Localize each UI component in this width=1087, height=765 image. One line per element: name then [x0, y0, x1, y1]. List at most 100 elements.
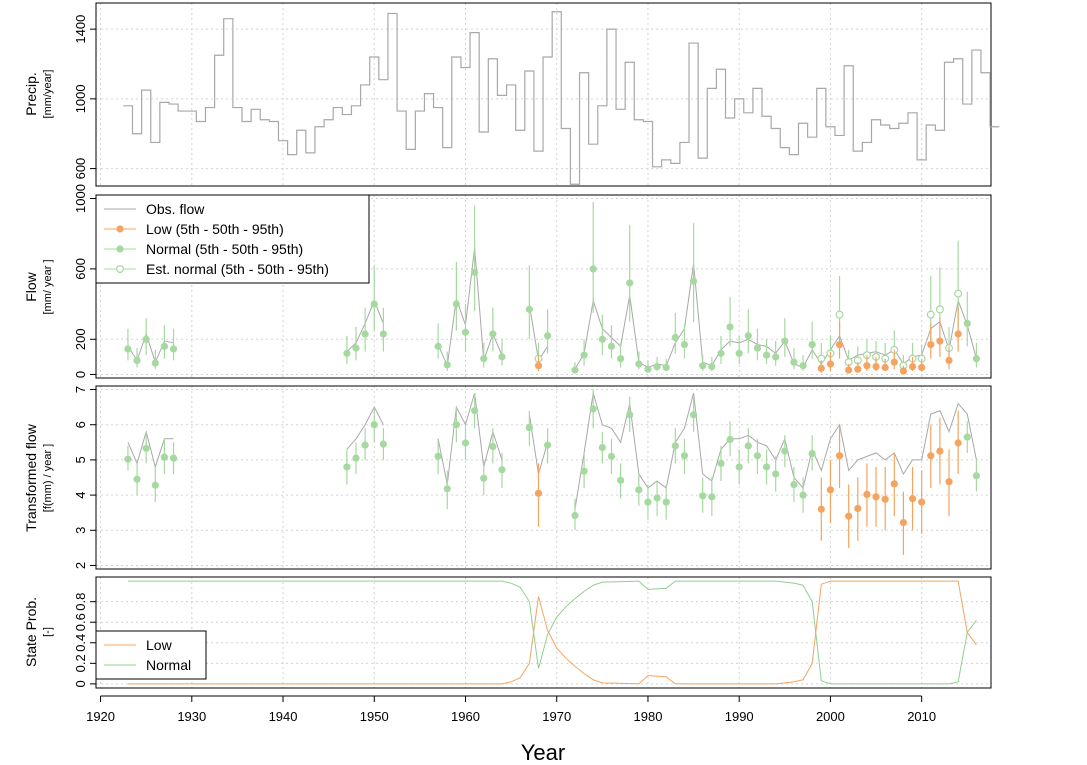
transformed-obs-line [127, 429, 174, 469]
flow-legend: Obs. flow Low (5th - 50th - 95th) Normal (… [95, 194, 370, 284]
transformed-ylabel: Transformed flow [f(mm) / year ] [23, 423, 54, 532]
transformed-ylabel-text: Transformed flow [23, 423, 39, 532]
flow-normal-point [489, 330, 497, 338]
state_prob-ytick-label: 0 [73, 680, 88, 687]
flow-normal-point [726, 323, 734, 331]
transformed-low-point [881, 495, 889, 503]
flow-ytick-label: 200 [73, 328, 88, 350]
flow-legend-label: Est. normal (5th - 50th - 95th) [146, 261, 329, 277]
transformed-normal-point [580, 467, 588, 475]
state-legend-label: Normal [146, 657, 191, 673]
flow-marks [124, 202, 981, 375]
transformed-normal-point [151, 481, 159, 489]
state_prob-ytick-label: 0.6 [73, 613, 88, 631]
flow-normal-point [160, 342, 169, 350]
flow-normal-point [680, 340, 689, 349]
state-ylabel: State Prob. [-] [23, 597, 54, 667]
transformed-normal-point [133, 475, 141, 483]
transformed-low-point [854, 504, 862, 513]
state-legend-label: Low [146, 637, 173, 653]
flow-normal-point [544, 332, 552, 340]
state_prob-ytick-label: 0.2 [73, 654, 88, 672]
transformed-normal-point [571, 511, 579, 520]
transformed-low-point [845, 512, 853, 520]
x-tick-label: 2010 [907, 709, 936, 724]
flow-normal-point [151, 359, 159, 367]
flow-low-point [890, 358, 898, 366]
transformed-low-point [927, 452, 935, 460]
transformed-normal-point [471, 407, 479, 415]
flow-normal-point [963, 319, 971, 328]
transformed-obs-line [574, 392, 977, 510]
flow-normal-point [142, 335, 150, 343]
transformed-normal-point [689, 411, 698, 419]
transformed-normal-point [544, 441, 552, 449]
transformed-normal-point [653, 494, 661, 502]
precip-ytick-label: 1000 [73, 84, 88, 113]
transformed-normal-point [671, 442, 679, 450]
x-tick-label: 1960 [451, 709, 480, 724]
flow-normal-point [443, 361, 451, 369]
state-normal-line [127, 580, 977, 685]
flow-normal-point [434, 342, 442, 350]
flow-normal-point [689, 277, 698, 285]
transformed-normal-point [480, 474, 488, 482]
flow-low-point [908, 362, 917, 371]
flow-normal-point [598, 335, 606, 343]
flow-normal-point [772, 353, 780, 361]
flow-ytick-label: 600 [73, 258, 88, 280]
flow-est-normal-point [954, 289, 963, 298]
flow-low-point [826, 360, 835, 368]
transformed-normal-point [142, 444, 150, 452]
transformed-normal-point [370, 421, 378, 429]
state_prob-panel: 0 0.2 0.4 0.6 0.8 [73, 576, 992, 689]
transformed-normal-point [708, 493, 716, 501]
flow-normal-point [361, 330, 369, 338]
transformed-low-point [835, 452, 844, 460]
flow-normal-point [671, 333, 679, 342]
flow-normal-point [352, 344, 360, 352]
state_prob-ytick-label: 0.8 [73, 593, 88, 611]
flow-low-point [863, 362, 871, 370]
flow-normal-point [626, 279, 634, 287]
flow-legend-label: Obs. flow [146, 201, 205, 217]
flow-legend-box [95, 194, 370, 284]
transformed-ytick-label: 3 [73, 527, 88, 534]
flow-normal-point [699, 362, 707, 370]
transformed-normal-point [762, 463, 771, 471]
flow-normal-point [379, 330, 387, 338]
state-ylabel-unit: [-] [42, 627, 54, 637]
transformed-obs-line [346, 406, 384, 450]
flow-normal-point [525, 305, 533, 313]
precip-ylabel-unit: [mm/year] [42, 70, 54, 119]
transformed-ytick-label: 7 [73, 386, 88, 393]
flow-normal-point [753, 344, 762, 352]
transformed-ytick-label: 4 [73, 491, 88, 498]
x-axis-title: Year [521, 740, 565, 765]
flow-low-point [854, 365, 862, 373]
flow-est-normal-point [835, 310, 844, 319]
flow-normal-point [498, 353, 506, 361]
transformed-normal-point [772, 470, 780, 478]
flow-low-point [817, 364, 825, 372]
transformed-normal-point [680, 452, 689, 460]
flow-normal-point [972, 355, 981, 363]
transformed-normal-point [361, 441, 369, 449]
flow-normal-point [452, 300, 460, 308]
flow-ylabel: Flow [mm/ year ] [23, 259, 54, 314]
transformed-low-point [826, 486, 835, 494]
transformed-low-point [890, 480, 898, 488]
flow-low-point [954, 330, 962, 338]
x-tick-label: 1980 [634, 709, 663, 724]
flow-normal-point [471, 268, 479, 277]
flow-low-point [534, 362, 543, 370]
flow-normal-point [790, 358, 798, 366]
flow-normal-point [717, 349, 725, 357]
transformed-normal-point [598, 443, 606, 452]
x-tick-label: 1990 [725, 709, 754, 724]
precip-panel: 600 1000 1400 [73, 2, 992, 187]
transformed-normal-point [124, 455, 132, 463]
flow-ylabel-text: Flow [23, 271, 39, 301]
precip-ylabel: Precip. [mm/year] [23, 70, 54, 119]
